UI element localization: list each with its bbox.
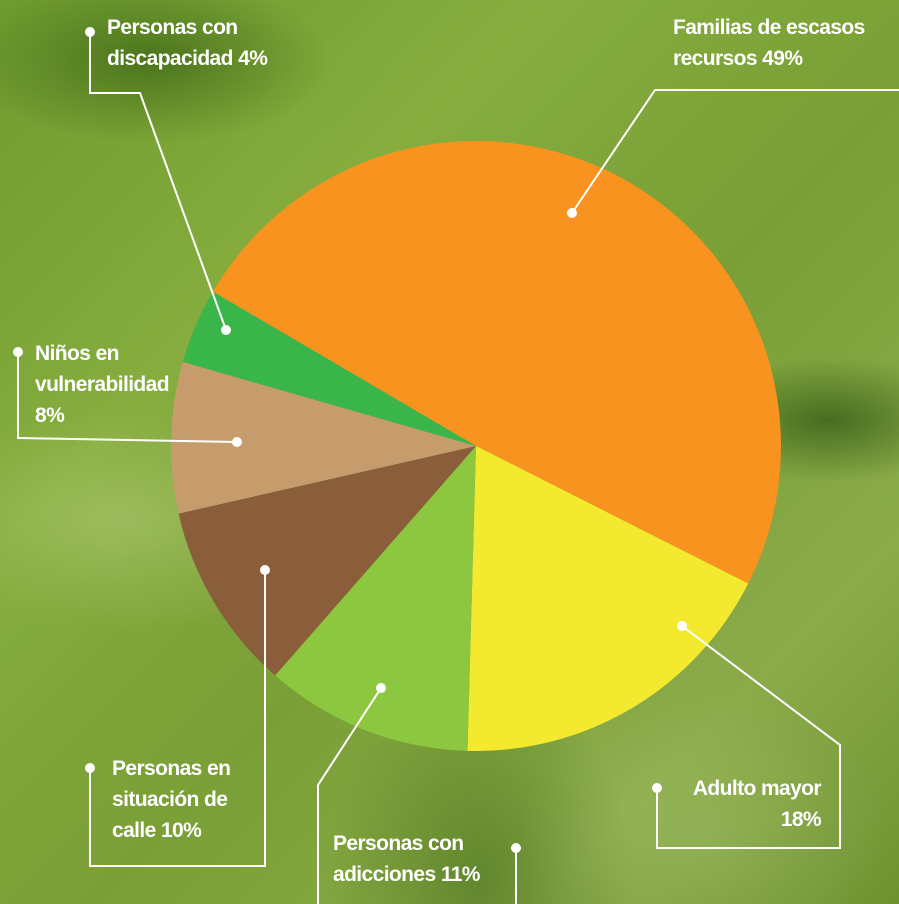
dot [85,763,95,773]
leader-line [571,89,899,214]
dot [677,621,687,631]
leader-line [89,32,227,331]
pie-slice [182,291,476,446]
value-label: 49% [762,47,803,70]
slice-label: Personas con adicciones 11% [333,828,503,890]
category-label: Personas con adicciones [333,832,464,886]
value-label: 11% [440,863,481,886]
slice-label: Familias de escasos recursos 49% [673,12,888,74]
leader-line [317,687,382,904]
pie-slice [178,446,476,676]
value-label: 10% [160,819,202,842]
dot [567,208,577,218]
dot [652,783,662,793]
pie-slice [467,446,749,751]
value-label: 4% [238,47,268,70]
category-label: Personas con discapacidad [107,16,238,70]
dot [85,27,95,37]
leader-dots [13,27,687,853]
dot [221,325,231,335]
pie-slice [275,446,476,751]
dot [511,843,521,853]
pie [171,140,782,751]
dot [232,437,242,447]
pie-slice [212,140,782,584]
leader-lines [17,32,899,904]
category-label: Familias de escasos recursos [673,16,865,70]
slice-label: Personas con discapacidad 4% [107,12,297,74]
slice-label: Adulto mayor 18% [686,773,822,835]
leader-line [17,352,238,443]
dot [260,565,270,575]
value-label: 8% [35,404,65,427]
leader-line [89,570,266,867]
category-label: Personas en situación de calle [112,757,231,842]
category-label: Niños en vulnerabilidad [35,342,170,396]
category-label: Adulto mayor [692,777,822,800]
pie-slice [171,361,476,514]
leader-line [656,625,841,849]
value-label: 18% [780,808,822,831]
dot [376,683,386,693]
slice-label: Personas en situación de calle 10% [112,753,242,846]
slice-label: Niños en vulnerabilidad 8% [35,338,185,431]
dot [13,347,23,357]
